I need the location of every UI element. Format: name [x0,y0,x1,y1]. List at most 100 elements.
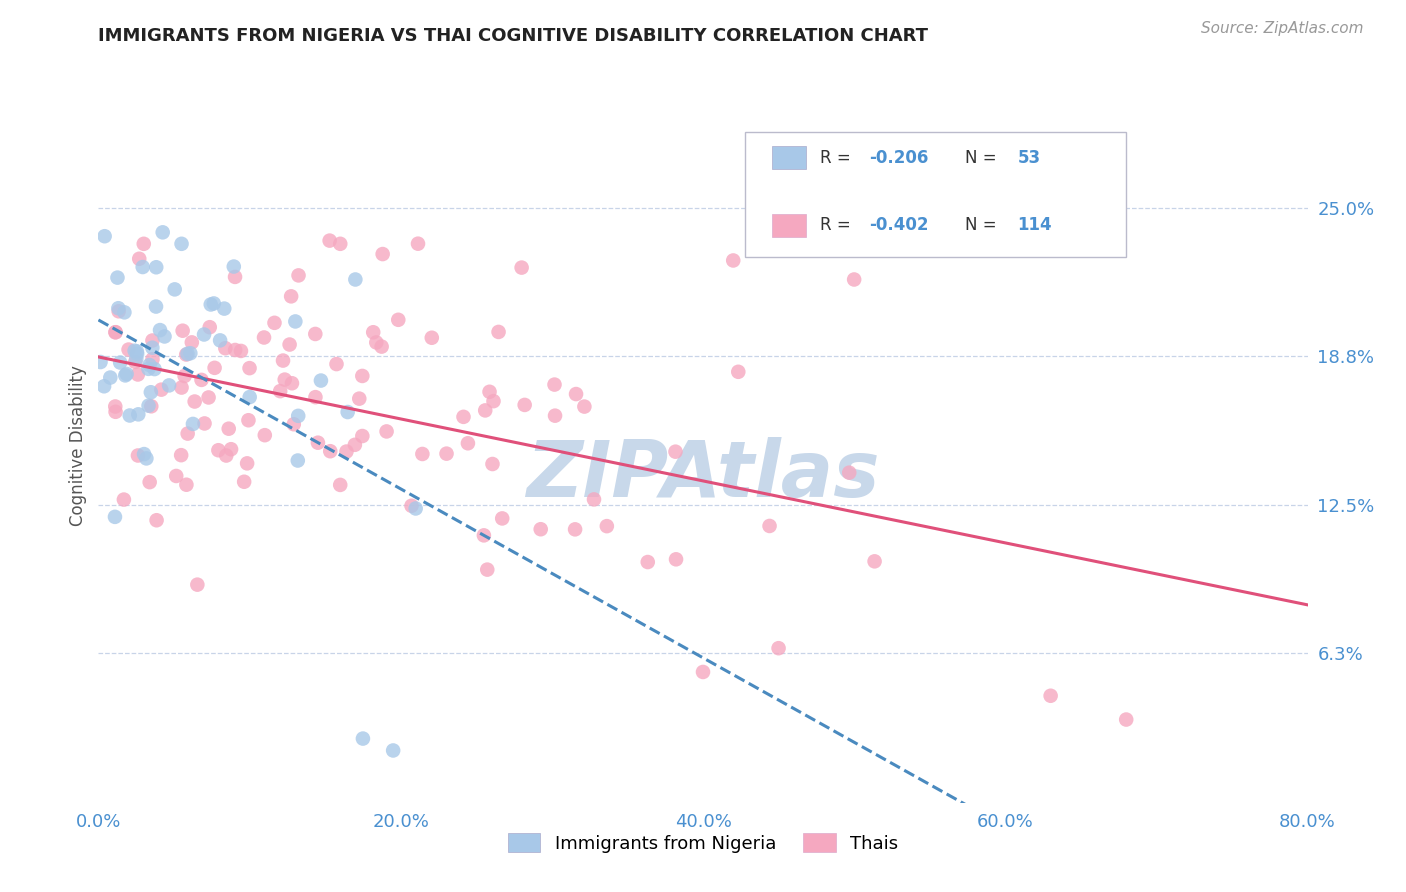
Text: N =: N = [966,149,1002,167]
Point [165,469,187,483]
Point [352,368,374,383]
Point [138,361,160,376]
Point [436,447,458,461]
Point [236,456,259,470]
Point [104,325,127,339]
Point [344,272,367,286]
Point [281,376,304,391]
Point [174,347,197,361]
Point [239,390,262,404]
Point [287,453,309,467]
Point [352,429,374,443]
Point [107,304,129,318]
Point [411,447,433,461]
Point [215,449,238,463]
Point [202,296,225,310]
Point [307,435,329,450]
Point [173,368,195,383]
Point [723,253,745,268]
Point [304,390,326,404]
Point [198,320,221,334]
Point [335,444,357,458]
Point [149,323,172,337]
Point [132,236,155,251]
Point [233,475,256,489]
Point [209,334,232,348]
Point [93,229,115,244]
Y-axis label: Cognitive Disability: Cognitive Disability [69,366,87,526]
Point [838,466,860,480]
Point [543,377,565,392]
Point [488,325,510,339]
Point [844,272,866,286]
Point [406,236,429,251]
Point [401,499,423,513]
Text: 53: 53 [1018,149,1040,167]
Point [150,383,173,397]
Point [181,417,204,431]
Point [318,234,340,248]
Point [135,451,157,466]
Point [104,509,127,524]
Point [107,301,129,316]
Point [117,343,139,357]
Point [127,368,149,382]
FancyBboxPatch shape [772,146,806,169]
Point [118,409,141,423]
Point [513,398,536,412]
Point [457,436,479,450]
Point [284,314,307,328]
Point [214,301,236,316]
Point [352,731,374,746]
Point [224,269,246,284]
Point [371,247,394,261]
Point [141,341,163,355]
Point [131,260,153,274]
Point [204,360,226,375]
Point [128,252,150,266]
Point [510,260,533,275]
Point [336,405,359,419]
Point [176,426,198,441]
Point [665,552,688,566]
Point [138,475,160,490]
Point [125,344,148,359]
Text: 114: 114 [1018,217,1052,235]
Point [176,347,198,361]
Point [263,316,285,330]
Point [309,374,332,388]
Point [141,399,163,413]
Point [491,511,513,525]
Point [453,409,475,424]
Point [141,334,163,348]
Point [253,428,276,442]
Point [564,522,586,536]
Point [139,385,162,400]
Point [190,373,212,387]
Point [93,379,115,393]
Point [274,373,297,387]
Point [138,399,160,413]
Point [319,444,342,458]
Point [768,641,790,656]
Point [145,300,167,314]
Point [124,355,146,369]
Point [207,443,229,458]
Point [104,400,127,414]
Point [349,392,371,406]
Point [141,352,163,367]
Point [193,417,215,431]
Point [238,361,260,376]
Point [544,409,567,423]
FancyBboxPatch shape [745,132,1126,257]
Point [124,343,146,358]
Point [582,492,605,507]
Text: R =: R = [820,217,856,235]
Point [758,519,780,533]
Point [565,387,588,401]
Text: R =: R = [820,149,856,167]
Point [304,326,326,341]
Point [283,417,305,432]
Point [193,327,215,342]
Point [186,577,208,591]
